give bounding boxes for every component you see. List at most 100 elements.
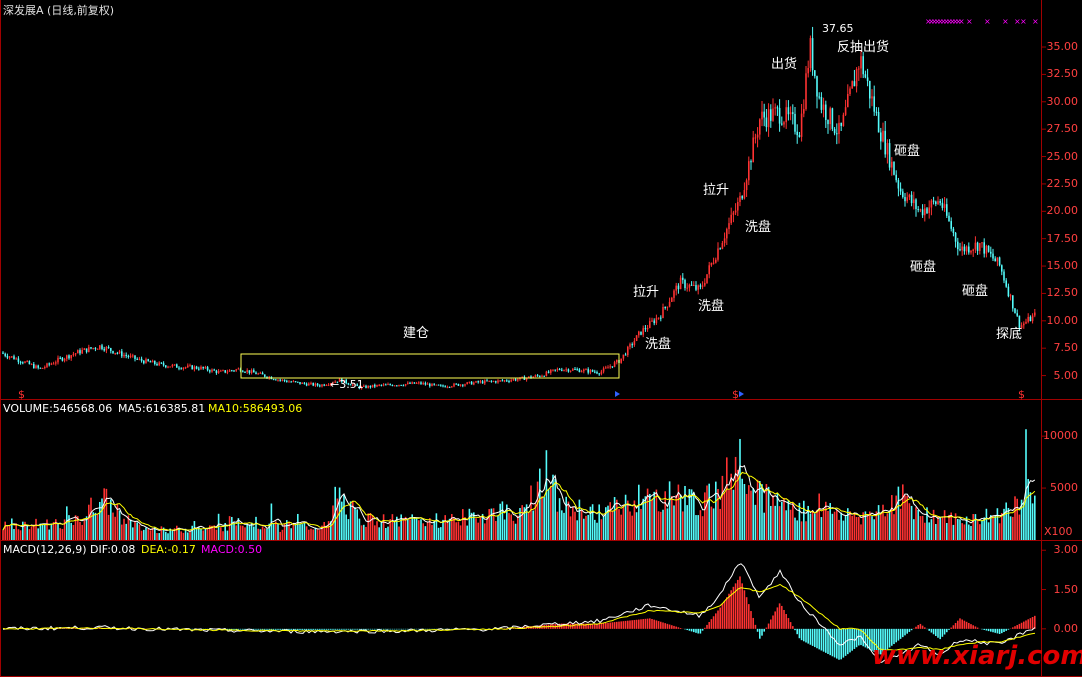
volume-bar: [8, 525, 11, 540]
candle-body: [772, 108, 774, 121]
candle-body: [646, 327, 649, 330]
candle-body: [761, 111, 763, 120]
candle-body: [827, 119, 829, 125]
signal-marker: $: [1018, 388, 1025, 401]
volume-bar: [424, 526, 427, 540]
candle-body: [514, 379, 517, 381]
volume-bar: [525, 504, 528, 540]
volume-bar: [290, 528, 292, 540]
volume-bar: [444, 515, 446, 540]
candle-body: [521, 376, 523, 378]
candle-body: [954, 232, 957, 242]
volume-bar: [88, 504, 90, 540]
candle-body: [167, 366, 169, 368]
volume-bar: [349, 501, 352, 540]
volume-bar: [798, 502, 801, 540]
candle-body: [125, 354, 127, 356]
volume-bar: [103, 488, 105, 540]
volume-bar: [730, 473, 732, 540]
candle-body: [371, 384, 374, 388]
candle-body: [48, 363, 50, 365]
candle-body: [367, 385, 369, 388]
volume-bar: [382, 514, 385, 540]
candle-body: [1018, 315, 1021, 328]
volume-bar: [506, 504, 508, 540]
volume-bar: [928, 522, 930, 540]
volume-bar: [338, 487, 341, 540]
candle-body: [1003, 271, 1005, 281]
volume-bar: [79, 521, 81, 540]
signal-marker-top: ×: [966, 17, 973, 26]
volume-bar: [596, 522, 598, 540]
candle-body: [46, 363, 48, 368]
volume-bar: [1012, 516, 1014, 540]
candle-body: [457, 383, 460, 386]
candle-body: [739, 196, 741, 202]
volume-bar: [90, 497, 92, 540]
volume-bar: [888, 510, 891, 540]
candle-body: [277, 379, 279, 381]
volume-bar: [822, 508, 825, 540]
candle-body: [244, 371, 246, 373]
volume-bar: [539, 468, 541, 540]
candle-body: [200, 366, 202, 370]
candle-body: [547, 371, 550, 373]
volume-bar: [19, 530, 22, 540]
candle-body: [675, 285, 677, 291]
volume-bar: [996, 508, 999, 540]
volume-bar: [48, 529, 50, 540]
volume-bar: [184, 528, 187, 540]
volume-bar: [299, 523, 301, 540]
candle-body: [759, 119, 761, 135]
volume-bar: [277, 523, 279, 540]
volume-bar: [921, 515, 924, 540]
volume-bar: [255, 516, 257, 540]
candle-body: [906, 197, 908, 202]
volume-bar: [796, 520, 798, 540]
volume-bar: [519, 508, 521, 540]
label-smash1: 砸盘: [894, 144, 921, 159]
volume-bar: [253, 526, 255, 540]
volume-bar: [803, 500, 805, 540]
volume-bar: [576, 520, 578, 540]
volume-bar: [213, 525, 215, 540]
candle-body: [332, 382, 334, 384]
signal-arrow: [739, 391, 744, 397]
volume-bar: [635, 512, 638, 540]
candle-body: [855, 68, 858, 87]
volume-bar: [215, 529, 218, 540]
candle-body: [178, 367, 180, 369]
volume-bar: [404, 516, 407, 540]
candle-body: [541, 375, 543, 377]
candle-body: [330, 383, 332, 385]
volume-bar: [24, 521, 26, 540]
volume-bar: [387, 526, 389, 540]
candle-body: [242, 371, 244, 373]
volume-bar: [583, 518, 585, 540]
candle-body: [459, 384, 462, 386]
candle-body: [266, 376, 268, 379]
volume-bar: [653, 491, 655, 540]
volume-bar: [677, 484, 680, 540]
candle-body: [407, 382, 409, 384]
candle-body: [517, 379, 519, 381]
candle-body: [816, 76, 818, 97]
candle-body: [143, 360, 145, 364]
candle-body: [446, 386, 449, 388]
candle-body: [706, 274, 708, 283]
price-tick-label: 22.50: [1046, 176, 1079, 190]
candle-body: [895, 174, 897, 181]
candle-body: [83, 348, 86, 350]
price-chart: $ $ $×××××××××××× × × × × × ×: [2, 17, 1046, 401]
candle-body: [268, 376, 270, 379]
volume-bar: [330, 521, 332, 540]
volume-bar: [94, 512, 97, 540]
volume-bar: [970, 525, 972, 540]
volume-bar: [347, 519, 350, 540]
candle-body: [840, 122, 842, 126]
candle-body: [1016, 313, 1018, 316]
volume-bar: [393, 520, 396, 540]
volume-bar: [563, 512, 565, 540]
candle-body: [882, 130, 884, 142]
candle-body: [176, 364, 178, 368]
